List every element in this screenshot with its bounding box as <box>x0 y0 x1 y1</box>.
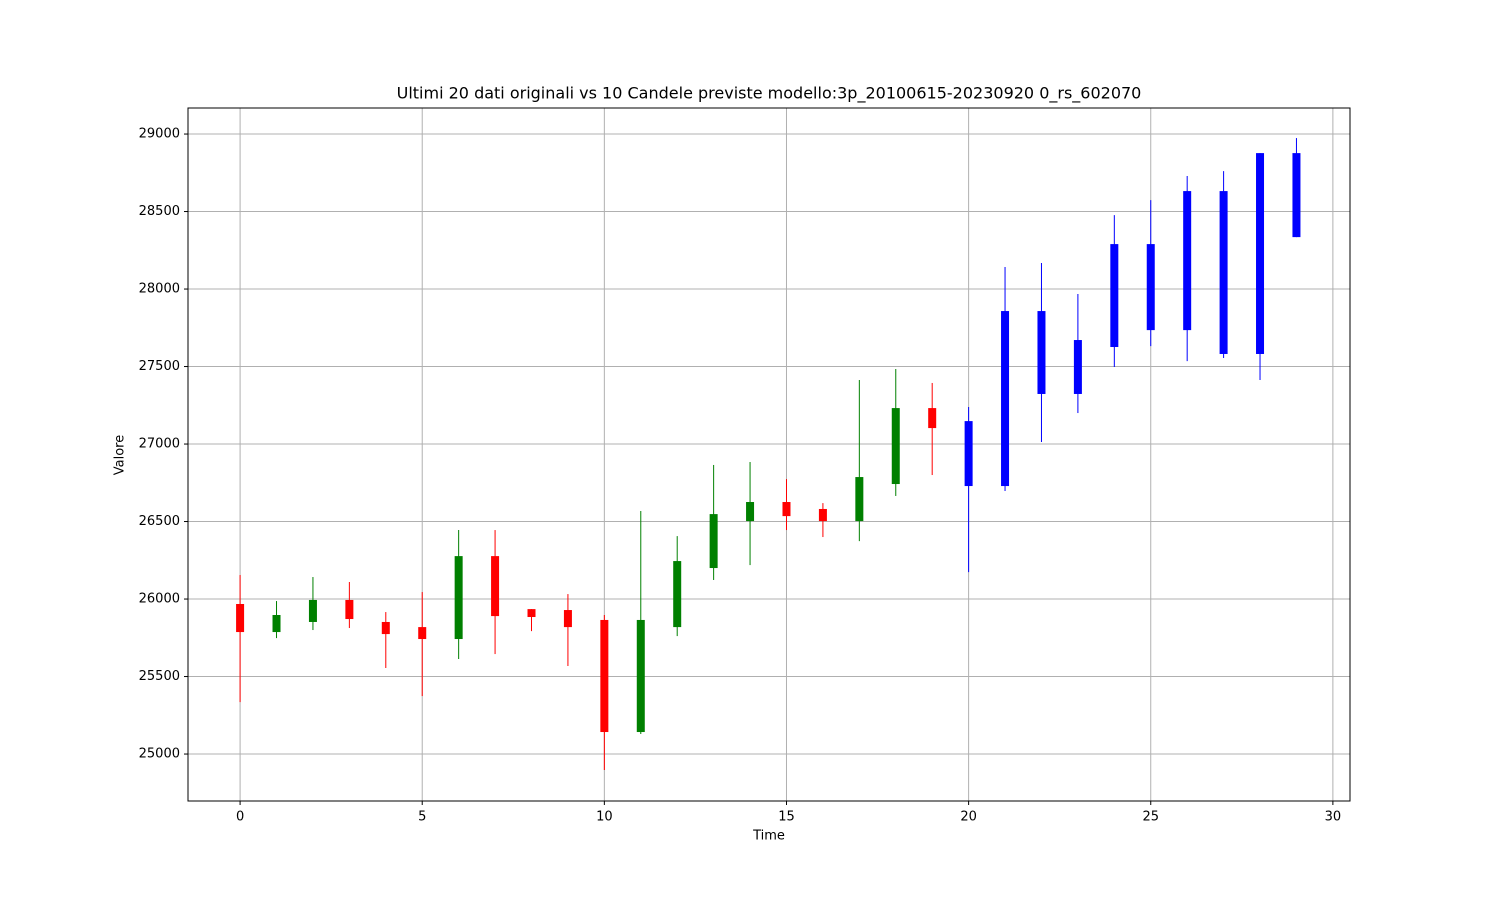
candle-body <box>491 556 500 617</box>
candle-body <box>418 627 427 640</box>
candle-body <box>1183 191 1192 331</box>
candle-body <box>928 408 937 429</box>
candle-body <box>236 603 245 633</box>
candle-body <box>891 408 900 485</box>
candle-body <box>1292 153 1301 238</box>
candle-body <box>855 477 864 522</box>
candle-body <box>381 621 390 635</box>
y-tick-label: 25000 <box>139 747 180 762</box>
candle-body <box>1001 311 1010 487</box>
candle-body <box>1256 153 1265 354</box>
y-tick-label: 27000 <box>139 437 180 452</box>
candle-body <box>818 508 827 522</box>
candle-body <box>563 610 572 628</box>
candle-body <box>1073 340 1082 394</box>
chart-title: Ultimi 20 dati originali vs 10 Candele p… <box>397 84 1142 104</box>
candle-body <box>272 615 281 633</box>
candle-body <box>746 502 755 522</box>
candle-body <box>782 502 791 517</box>
candle-body <box>709 514 718 569</box>
candle-body <box>345 599 354 620</box>
candle-body <box>964 421 973 487</box>
y-tick-label: 27500 <box>139 359 180 374</box>
candle-body <box>600 619 609 733</box>
x-axis-label: Time <box>752 829 785 844</box>
y-tick-label: 29000 <box>139 127 180 142</box>
candle-body <box>527 609 536 618</box>
x-tick-label: 0 <box>236 810 244 825</box>
x-tick-label: 10 <box>596 810 613 825</box>
y-axis-label: Valore <box>113 435 128 475</box>
y-tick-label: 26000 <box>139 592 180 607</box>
candle-body <box>308 599 317 622</box>
candle-body <box>636 619 645 733</box>
candle-body <box>454 556 463 640</box>
plot-frame <box>187 107 1351 802</box>
x-tick-label: 20 <box>960 810 977 825</box>
y-tick-label: 26500 <box>139 514 180 529</box>
x-tick-label: 30 <box>1325 810 1342 825</box>
y-tick-label: 28500 <box>139 204 180 219</box>
candle-body <box>1110 244 1119 348</box>
x-tick-label: 15 <box>778 810 795 825</box>
x-tick-label: 25 <box>1142 810 1159 825</box>
x-tick-label: 5 <box>418 810 426 825</box>
candle-body <box>673 561 682 628</box>
y-tick-label: 28000 <box>139 282 180 297</box>
candle-body <box>1146 244 1155 331</box>
y-tick-label: 25500 <box>139 669 180 684</box>
candle-body <box>1219 191 1228 354</box>
candle-body <box>1037 311 1046 394</box>
